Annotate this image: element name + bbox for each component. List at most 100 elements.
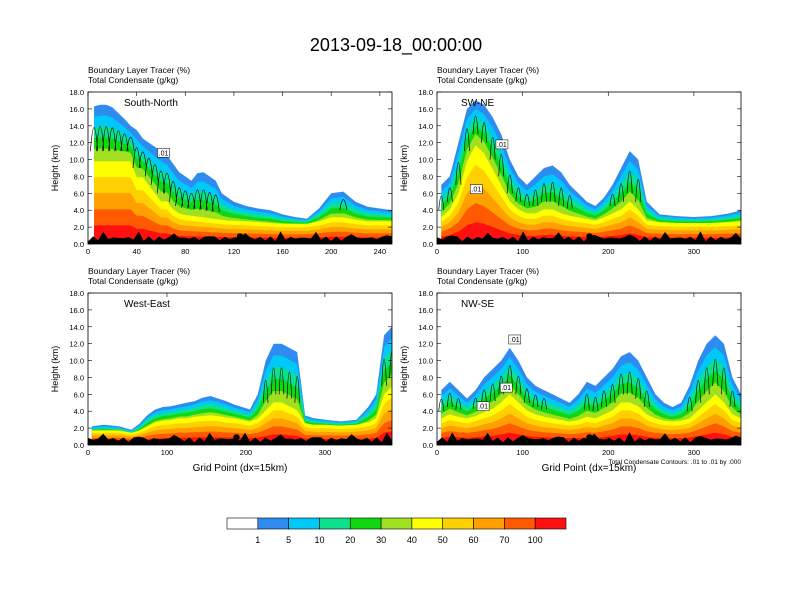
x-tick-label: 200 <box>240 448 253 457</box>
y-tick-label: 16.0 <box>69 105 84 114</box>
plot-area <box>88 326 392 445</box>
y-tick-label: 0.0 <box>74 441 84 450</box>
y-tick-label: 12.0 <box>418 139 433 148</box>
x-tick-label: 0 <box>435 247 439 256</box>
y-tick-label: 4.0 <box>423 206 433 215</box>
condensate-contours <box>90 126 348 212</box>
y-tick-label: 8.0 <box>423 373 433 382</box>
location-marker <box>586 434 593 441</box>
colorbar-swatch <box>442 517 474 530</box>
y-tick-label: 18.0 <box>69 289 84 298</box>
plot-area: .01 .01 .01 <box>437 334 741 445</box>
colorbar-label: 20 <box>345 535 355 545</box>
contour-label: .01 <box>478 404 488 411</box>
x-tick-label: 0 <box>86 448 90 457</box>
y-tick-label: 10.0 <box>418 357 433 366</box>
x-tick-label: 100 <box>516 448 529 457</box>
contour-label: .01 <box>510 337 520 344</box>
x-tick-label: 200 <box>602 448 615 457</box>
x-axis-label: Grid Point (dx=15km) <box>193 463 288 474</box>
panel-subtitle-condensate: Total Condensate (g/kg) <box>88 276 178 286</box>
tracer-band-9 <box>441 203 741 244</box>
y-tick-label: 14.0 <box>418 122 433 131</box>
panel-direction-label: SW-NE <box>461 98 494 109</box>
x-tick-label: 100 <box>161 448 174 457</box>
contour-label: .01 <box>501 385 511 392</box>
plot-area: .01 .01 <box>437 100 741 244</box>
y-tick-label: 12.0 <box>69 340 84 349</box>
y-tick-label: 10.0 <box>69 357 84 366</box>
location-marker <box>236 233 244 240</box>
x-tick-label: 0 <box>435 448 439 457</box>
y-tick-label: 2.0 <box>74 223 84 232</box>
panel-1: .01 .01 0.0 2.0 4.0 6.0 8.0 10.0 12.0 14.0 16.0 18.… <box>399 65 742 256</box>
y-tick-label: 0.0 <box>74 240 84 249</box>
y-tick-label: 2.0 <box>423 223 433 232</box>
panel-subtitle-condensate: Total Condensate (g/kg) <box>437 75 527 85</box>
y-tick-label: 4.0 <box>423 407 433 416</box>
y-axis-label: Height (km) <box>399 346 409 393</box>
colorbar-label: 60 <box>469 535 479 545</box>
panel-subtitle-tracer: Boundary Layer Tracer (%) <box>88 266 190 276</box>
y-tick-label: 18.0 <box>69 88 84 97</box>
y-axis-label: Height (km) <box>50 346 60 393</box>
x-tick-label: 0 <box>86 247 90 256</box>
x-tick-label: 120 <box>228 247 241 256</box>
location-marker <box>586 233 593 240</box>
x-tick-label: 160 <box>276 247 289 256</box>
panel-subtitle-tracer: Boundary Layer Tracer (%) <box>437 266 539 276</box>
panel-subtitle-tracer: Boundary Layer Tracer (%) <box>88 65 190 75</box>
contour-label: .01 <box>471 187 481 194</box>
y-tick-label: 8.0 <box>74 172 84 181</box>
contour-label-box <box>499 382 513 393</box>
colorbar-swatch <box>380 517 413 530</box>
y-tick-label: 18.0 <box>418 88 433 97</box>
colorbar-swatch <box>226 517 259 530</box>
contour-label-box <box>476 401 490 411</box>
y-tick-label: 14.0 <box>69 122 84 131</box>
contour-label-box <box>157 148 170 158</box>
x-tick-label: 80 <box>181 247 189 256</box>
y-axis-label: Height (km) <box>50 145 60 192</box>
x-tick-label: 40 <box>132 247 140 256</box>
y-tick-label: 4.0 <box>74 407 84 416</box>
colorbar-swatch <box>411 517 444 530</box>
figure-title: 2013-09-18_00:00:00 <box>310 35 482 56</box>
colorbar-label: 100 <box>528 535 543 545</box>
x-tick-label: 240 <box>374 247 387 256</box>
y-tick-label: 14.0 <box>418 323 433 332</box>
panel-subtitle-condensate: Total Condensate (g/kg) <box>437 276 527 286</box>
y-tick-label: 10.0 <box>69 156 84 165</box>
y-tick-label: 0.0 <box>423 240 433 249</box>
colorbar-label: 30 <box>376 535 386 545</box>
colorbar-swatch <box>319 517 351 530</box>
colorbar-swatch <box>349 517 382 530</box>
y-tick-label: 8.0 <box>423 172 433 181</box>
y-axis-label: Height (km) <box>399 145 409 192</box>
colorbar-label: 5 <box>286 535 291 545</box>
colorbar-swatch <box>288 517 320 530</box>
y-tick-label: 12.0 <box>418 340 433 349</box>
y-tick-label: 2.0 <box>423 424 433 433</box>
colorbar-label: 40 <box>407 535 417 545</box>
condensate-contours <box>438 359 736 412</box>
panel-frame <box>436 91 742 245</box>
colorbar-label: 1 <box>255 535 260 545</box>
y-tick-label: 14.0 <box>69 323 84 332</box>
x-axis-label: Grid Point (dx=15km) <box>542 463 637 474</box>
x-tick-label: 100 <box>516 247 529 256</box>
y-tick-label: 8.0 <box>74 373 84 382</box>
contour-label-box <box>470 184 483 194</box>
x-tick-label: 300 <box>319 448 332 457</box>
colorbar-swatch <box>534 517 567 530</box>
panel-frame <box>87 292 393 446</box>
x-tick-label: 200 <box>602 247 615 256</box>
contour-label: .01 <box>159 150 169 157</box>
condensate-contours <box>262 350 392 403</box>
panel-direction-label: West-East <box>124 299 170 310</box>
panel-3: .01 .01 .01 0.0 2.0 4.0 6.0 8.0 10.0 12.0 14.0 16.0… <box>399 266 742 474</box>
panel-subtitle-condensate: Total Condensate (g/kg) <box>88 75 178 85</box>
y-tick-label: 0.0 <box>423 441 433 450</box>
colorbar-swatch <box>473 517 505 530</box>
